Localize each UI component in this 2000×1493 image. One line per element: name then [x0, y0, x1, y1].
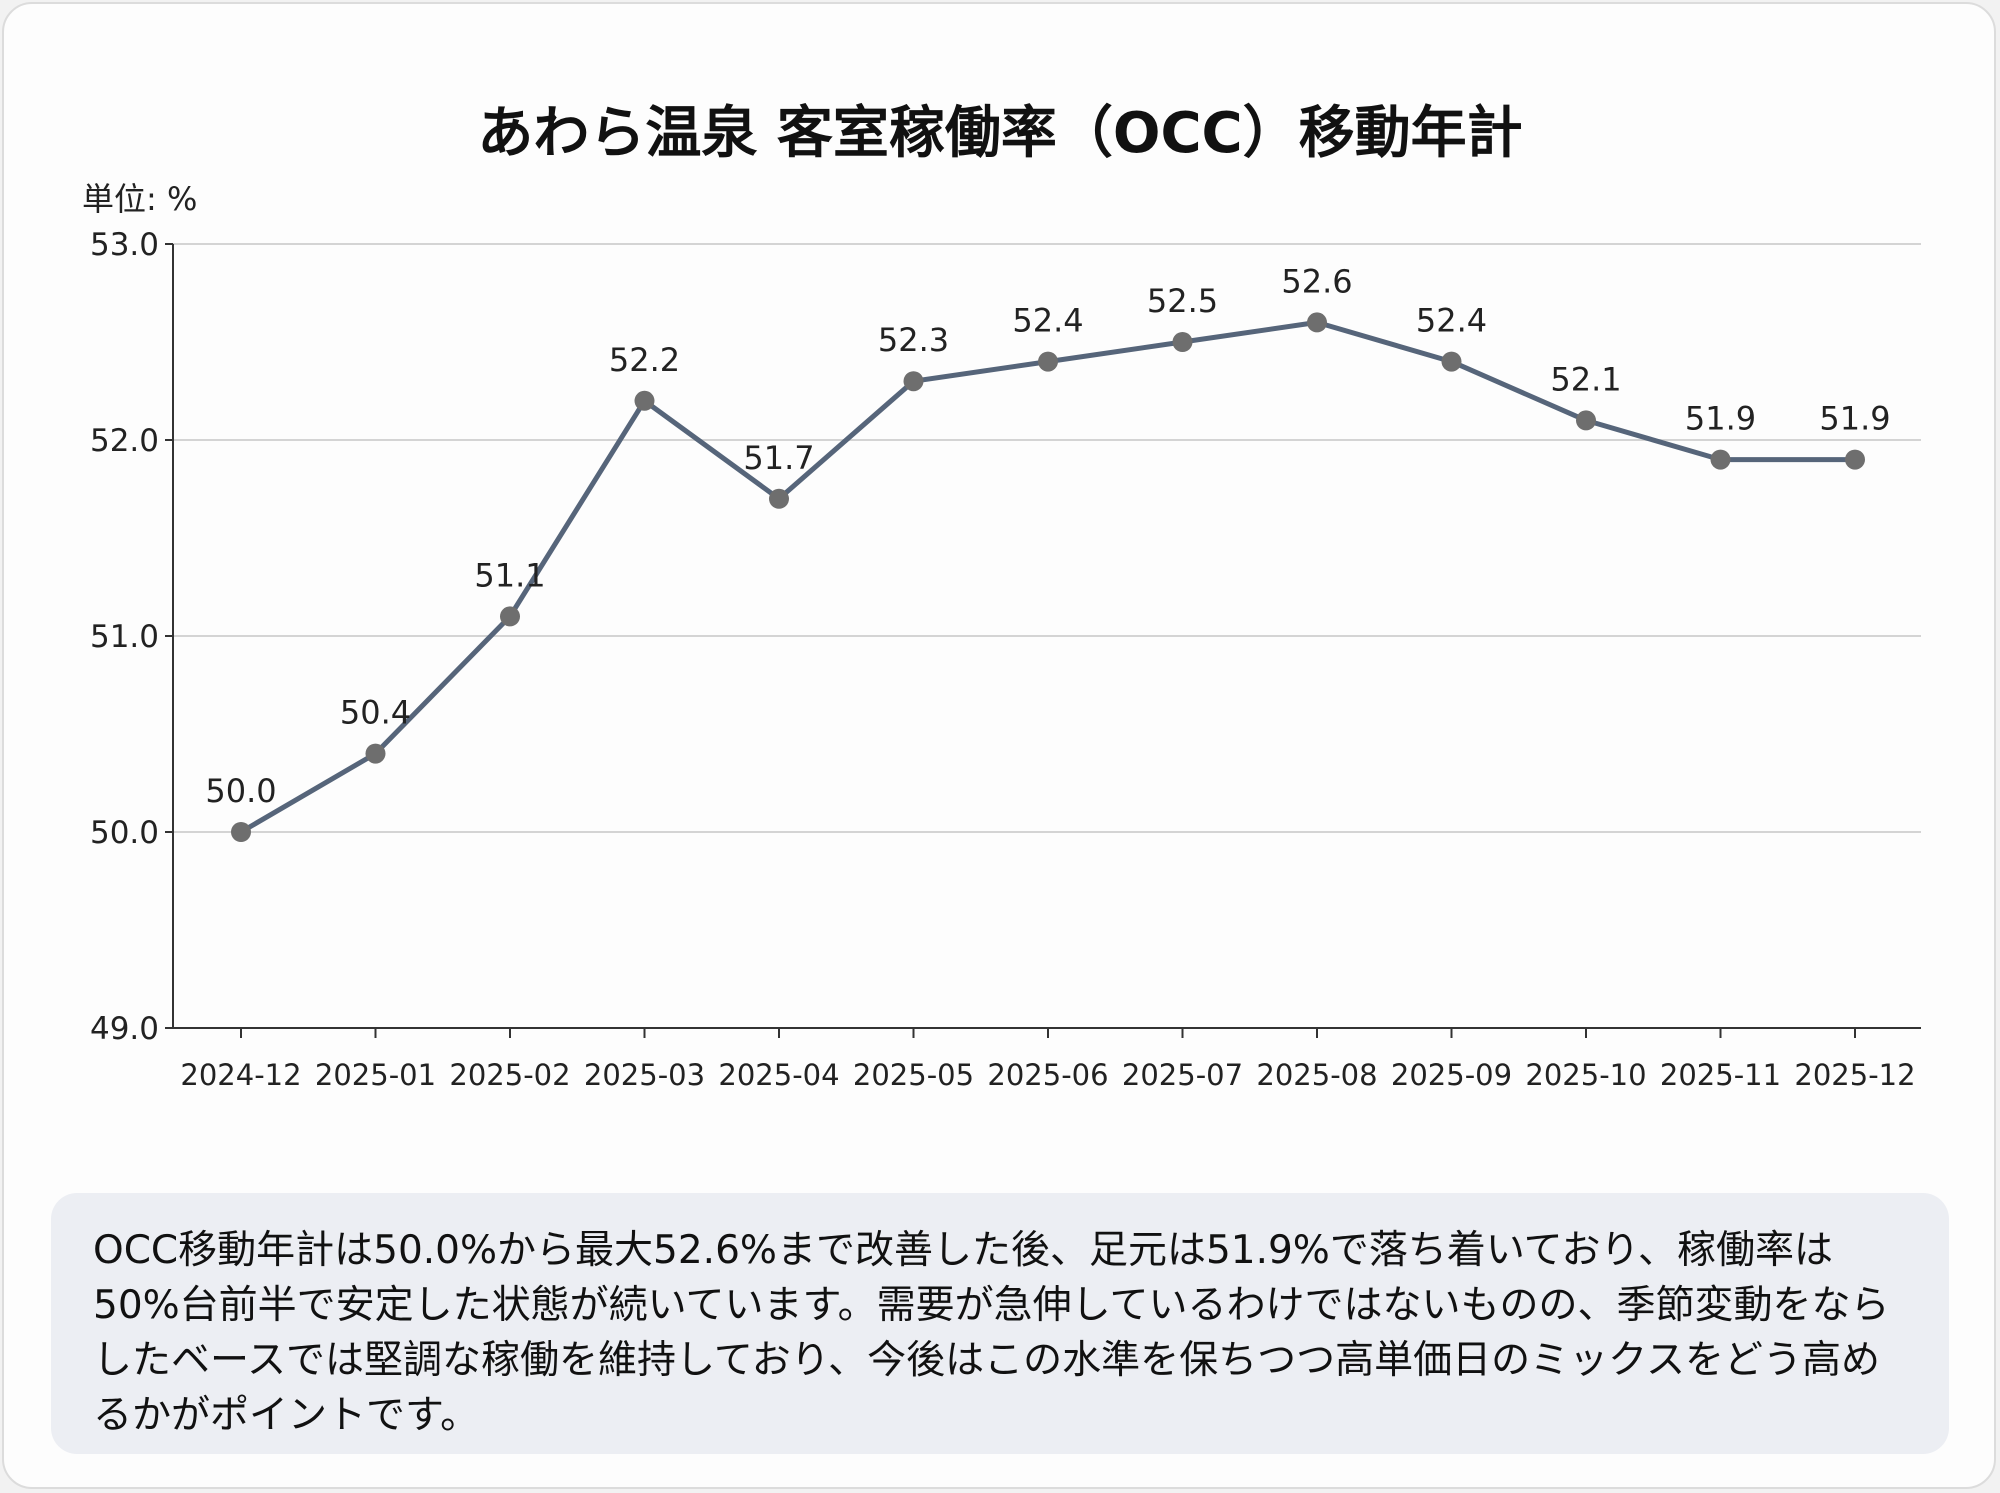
data-point — [1307, 312, 1327, 333]
x-tick-label: 2025-10 — [1525, 1058, 1646, 1092]
x-tick-label: 2025-12 — [1794, 1058, 1915, 1092]
y-tick-label: 53.0 — [90, 227, 159, 263]
data-point — [1172, 332, 1193, 352]
data-label: 51.1 — [474, 556, 545, 594]
y-tick-label: 50.0 — [90, 815, 159, 851]
data-label: 52.4 — [1416, 302, 1487, 340]
x-tick-label: 2025-03 — [584, 1058, 705, 1092]
y-tick-label: 52.0 — [90, 423, 159, 459]
x-tick-label: 2025-09 — [1391, 1058, 1512, 1092]
data-label: 52.5 — [1147, 282, 1218, 320]
chart-title: あわら温泉 客室稼働率（OCC）移動年計 — [477, 101, 1523, 166]
x-tick-label: 2025-06 — [987, 1058, 1108, 1092]
y-tick-label: 51.0 — [90, 619, 159, 655]
x-tick-label: 2025-07 — [1122, 1058, 1243, 1092]
data-label: 52.3 — [878, 321, 949, 359]
data-point — [231, 822, 251, 842]
summary-note: OCC移動年計は50.0%から最大52.6%まで改善した後、足元は51.9%で落… — [51, 1193, 1949, 1454]
data-point — [1038, 351, 1058, 372]
x-tick-label: 2025-08 — [1256, 1058, 1377, 1092]
data-label: 52.4 — [1012, 302, 1083, 340]
data-label: 52.6 — [1281, 262, 1352, 300]
data-point — [1710, 449, 1731, 470]
x-tick-label: 2025-01 — [315, 1058, 436, 1092]
x-tick-label: 2025-11 — [1660, 1058, 1781, 1092]
data-label: 51.9 — [1685, 400, 1756, 438]
data-label: 50.0 — [205, 772, 276, 810]
x-tick-label: 2025-05 — [853, 1058, 974, 1092]
data-point — [500, 606, 520, 627]
data-point — [1441, 351, 1462, 372]
data-point — [903, 371, 924, 392]
data-point — [1845, 449, 1865, 470]
data-point — [769, 488, 789, 509]
data-label: 52.2 — [609, 341, 680, 379]
x-tick-label: 2025-02 — [449, 1058, 570, 1092]
unit-label: 単位: % — [82, 180, 198, 218]
x-tick-label: 2024-12 — [180, 1058, 301, 1092]
data-label: 52.1 — [1550, 360, 1621, 398]
x-tick-label: 2025-04 — [718, 1058, 839, 1092]
data-point — [1576, 410, 1596, 431]
data-point — [634, 390, 655, 411]
data-point — [365, 743, 386, 764]
data-label: 51.7 — [743, 439, 814, 477]
y-tick-label: 49.0 — [90, 1011, 159, 1047]
data-label: 51.9 — [1819, 400, 1890, 438]
data-label: 50.4 — [340, 694, 411, 732]
